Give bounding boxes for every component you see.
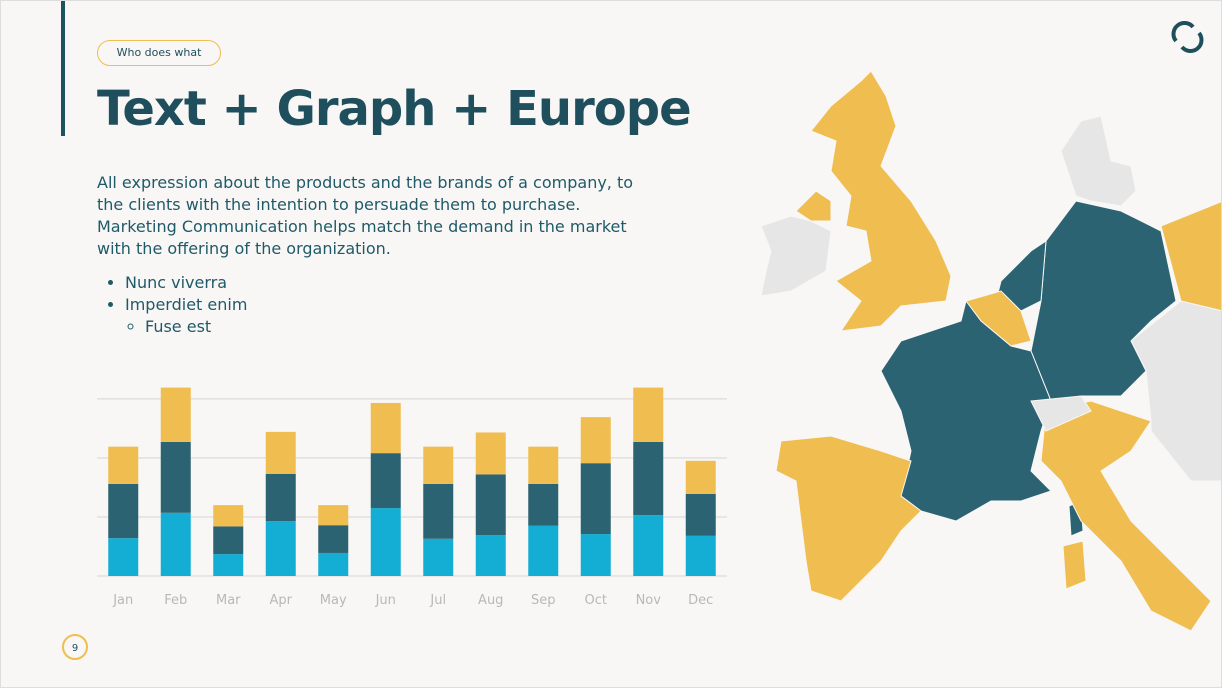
bar-segment xyxy=(265,473,296,522)
map-region xyxy=(1060,115,1137,207)
map-region xyxy=(880,299,1052,522)
bullet: Imperdiet enim xyxy=(125,294,247,316)
bar-segment xyxy=(528,446,559,484)
x-tick-label: Jun xyxy=(375,593,396,608)
bar-segment xyxy=(108,538,139,576)
map-region xyxy=(1030,395,1092,432)
x-tick-label: Dec xyxy=(688,593,713,608)
x-tick-label: Jul xyxy=(429,593,446,608)
bar-segment xyxy=(580,463,611,535)
x-tick-label: Sep xyxy=(531,593,556,608)
bar-segment xyxy=(580,534,611,576)
bar-segment xyxy=(528,525,559,576)
chart: Jan Feb Mar Apr May Jun Jul Aug Sep Oct Nov Dec xyxy=(97,387,727,608)
list: Nunc viverra Imperdiet enim Fuse est xyxy=(105,272,247,338)
bar-segment xyxy=(580,417,611,464)
bar-segment xyxy=(685,493,716,536)
map xyxy=(760,70,1221,632)
page-circle xyxy=(62,634,88,660)
bar-segment xyxy=(370,402,401,454)
bar-segment xyxy=(475,535,506,576)
x-tick-label: Oct xyxy=(585,593,607,608)
bar-segment xyxy=(160,512,191,576)
map-region xyxy=(775,435,922,602)
accent-bar xyxy=(61,1,65,136)
bullet-list: Nunc viverra Imperdiet enim Fuse est xyxy=(105,272,247,338)
bar-segment xyxy=(213,526,244,555)
logo-arc xyxy=(1171,21,1195,43)
map-region xyxy=(1062,540,1087,590)
bar-segment xyxy=(528,483,559,526)
bullet: Nunc viverra xyxy=(125,272,247,294)
bar-segment xyxy=(160,387,191,442)
map-region xyxy=(1040,400,1212,632)
x-tick-label: May xyxy=(320,593,347,608)
bar-segment xyxy=(633,441,664,516)
bar-segment xyxy=(160,441,191,513)
x-tick-label: Apr xyxy=(270,593,293,608)
bar-segment xyxy=(318,505,349,526)
tag-pill: Who does what xyxy=(97,40,221,66)
map-region xyxy=(810,70,952,332)
bar-segment xyxy=(475,432,506,475)
bar-segment xyxy=(108,446,139,484)
x-tick-label: Jan xyxy=(112,593,133,608)
bar-segment xyxy=(423,538,454,576)
title: Text + Graph + Europe xyxy=(97,81,692,137)
x-tick-label: Feb xyxy=(164,593,187,608)
map-region xyxy=(795,190,832,222)
sub-bullet: Fuse est xyxy=(145,316,247,338)
bar-segment xyxy=(370,508,401,576)
logo xyxy=(1171,21,1204,53)
map-region xyxy=(760,215,832,297)
bar-segment xyxy=(685,460,716,494)
bar-segment xyxy=(265,431,296,474)
x-tick-label: Nov xyxy=(636,593,662,608)
x-tick-label: Aug xyxy=(478,593,503,608)
bar-segment xyxy=(423,446,454,484)
bar-segment xyxy=(475,474,506,536)
bar-segment xyxy=(265,521,296,576)
bar-segment xyxy=(633,515,664,576)
bar-segment xyxy=(318,552,349,576)
bar-segment xyxy=(108,483,139,539)
bar-segment xyxy=(685,535,716,576)
bar-segment xyxy=(213,505,244,527)
page-number: 9 xyxy=(72,643,78,654)
logo-arc xyxy=(1180,31,1204,53)
x-tick-label: Mar xyxy=(216,593,241,608)
bar-segment xyxy=(370,453,401,509)
bar-segment xyxy=(633,387,664,442)
bar-segment xyxy=(213,554,244,576)
bar-segment xyxy=(318,525,349,553)
bar-segment xyxy=(423,483,454,539)
sub-list: Fuse est xyxy=(125,316,247,338)
map-region xyxy=(1160,201,1221,312)
paragraph: All expression about the products and th… xyxy=(97,173,634,258)
